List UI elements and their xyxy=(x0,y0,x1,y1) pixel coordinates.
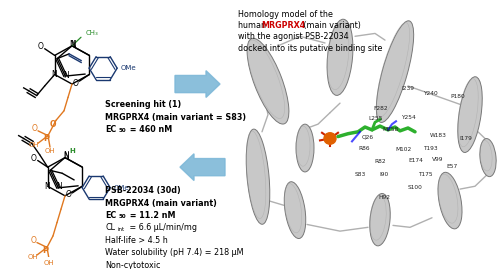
Text: PSB-22034 (30d): PSB-22034 (30d) xyxy=(105,186,181,195)
Text: N: N xyxy=(63,152,69,161)
Text: S83: S83 xyxy=(355,172,366,177)
Text: W183: W183 xyxy=(430,133,446,138)
Ellipse shape xyxy=(284,182,306,239)
Text: OMe: OMe xyxy=(113,185,129,190)
Text: = 6.6 μL/min/mg: = 6.6 μL/min/mg xyxy=(127,224,197,232)
Text: N: N xyxy=(64,71,69,80)
Ellipse shape xyxy=(370,193,390,246)
Text: OMe: OMe xyxy=(120,65,136,71)
Text: E174: E174 xyxy=(408,158,423,163)
Text: N: N xyxy=(69,40,75,49)
Text: N: N xyxy=(70,40,76,49)
Text: Homology model of the: Homology model of the xyxy=(238,10,333,19)
Text: O: O xyxy=(31,236,37,245)
Text: OH: OH xyxy=(28,142,40,148)
Text: P: P xyxy=(43,134,49,143)
Text: human: human xyxy=(238,21,268,30)
Ellipse shape xyxy=(438,172,462,229)
Text: (main variant): (main variant) xyxy=(301,21,361,30)
Ellipse shape xyxy=(296,124,314,172)
Text: E57: E57 xyxy=(446,164,458,169)
Text: O: O xyxy=(66,190,71,199)
Text: O: O xyxy=(50,120,56,129)
Text: Y240: Y240 xyxy=(423,91,438,97)
Text: R82: R82 xyxy=(374,159,386,164)
FancyArrow shape xyxy=(180,154,225,180)
Text: EC: EC xyxy=(105,125,116,134)
Text: OH: OH xyxy=(44,260,54,266)
Text: S100: S100 xyxy=(408,185,423,190)
Text: MRGPRX4: MRGPRX4 xyxy=(261,21,305,30)
Text: Q26: Q26 xyxy=(362,134,374,140)
Text: P: P xyxy=(42,246,48,255)
Text: MRGPRX4 (main variant = S83): MRGPRX4 (main variant = S83) xyxy=(105,113,246,122)
Text: I90: I90 xyxy=(380,172,389,177)
Ellipse shape xyxy=(246,129,270,224)
Text: H92: H92 xyxy=(378,195,390,200)
Text: EC: EC xyxy=(105,211,116,220)
Ellipse shape xyxy=(247,38,289,124)
Text: OH: OH xyxy=(44,148,56,154)
Text: N: N xyxy=(51,70,57,79)
Ellipse shape xyxy=(327,19,353,95)
Text: O: O xyxy=(72,79,78,88)
Text: P180: P180 xyxy=(450,94,466,100)
Text: docked into its putative binding site: docked into its putative binding site xyxy=(238,44,382,53)
Text: CH₃: CH₃ xyxy=(86,30,99,36)
Text: 50: 50 xyxy=(119,214,126,219)
Ellipse shape xyxy=(458,77,482,153)
Text: M258: M258 xyxy=(382,127,398,132)
Text: R86: R86 xyxy=(358,146,370,151)
Ellipse shape xyxy=(376,21,414,122)
Text: O: O xyxy=(30,154,36,163)
FancyArrow shape xyxy=(175,71,220,97)
Text: T193: T193 xyxy=(423,146,438,151)
Text: H: H xyxy=(69,148,75,154)
Text: CL: CL xyxy=(105,224,115,232)
Text: N: N xyxy=(63,151,69,160)
Text: M102: M102 xyxy=(395,147,411,152)
Text: N: N xyxy=(44,182,50,191)
Text: Y254: Y254 xyxy=(400,115,415,119)
Text: V99: V99 xyxy=(432,157,444,162)
Text: T175: T175 xyxy=(418,172,433,177)
Text: N: N xyxy=(56,182,62,191)
Text: L255: L255 xyxy=(368,116,383,121)
Text: I179: I179 xyxy=(459,136,472,141)
Text: Screening hit (1): Screening hit (1) xyxy=(105,100,181,109)
Text: 50: 50 xyxy=(119,128,126,133)
Ellipse shape xyxy=(480,139,496,177)
Text: with the agonist PSB-22034: with the agonist PSB-22034 xyxy=(238,33,348,41)
Text: OH: OH xyxy=(28,254,38,260)
Text: O: O xyxy=(38,42,44,51)
Text: = 460 nM: = 460 nM xyxy=(127,125,172,134)
Text: O: O xyxy=(32,125,38,133)
Text: int: int xyxy=(117,227,124,232)
Text: = 11.2 nM: = 11.2 nM xyxy=(127,211,176,220)
Text: Non-cytotoxic: Non-cytotoxic xyxy=(105,261,160,269)
Text: MRGPRX4 (main variant): MRGPRX4 (main variant) xyxy=(105,199,217,208)
Text: Water solubility (pH 7.4) = 218 μM: Water solubility (pH 7.4) = 218 μM xyxy=(105,248,244,257)
Text: I239: I239 xyxy=(402,86,414,91)
Circle shape xyxy=(324,133,336,144)
Text: Half-life > 4.5 h: Half-life > 4.5 h xyxy=(105,236,168,245)
Text: F282: F282 xyxy=(373,105,388,111)
